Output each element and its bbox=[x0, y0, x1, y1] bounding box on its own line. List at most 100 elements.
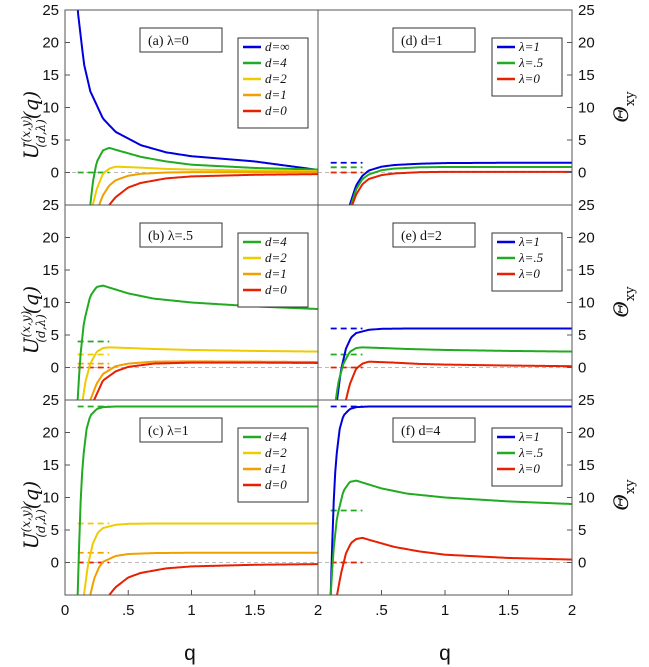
panel-title-text: (d) d=1 bbox=[401, 34, 443, 49]
panel-5: (c) λ=1 d=4d=2d=1d=0 bbox=[64, 399, 319, 596]
legend-label-λ=0: λ=0 bbox=[518, 266, 540, 281]
y-tick-label-right: 10 bbox=[578, 100, 595, 117]
series-line-d=2 bbox=[81, 346, 318, 400]
legend-label-λ=0: λ=0 bbox=[518, 71, 540, 86]
series-line-d=4 bbox=[89, 146, 318, 205]
y-tick-label-right: 5 bbox=[578, 327, 586, 344]
y-axis-label-right-bottom: Θxy bbox=[609, 479, 638, 511]
ylabel-right-sub: xy bbox=[623, 286, 638, 301]
legend-label-d=4: d=4 bbox=[265, 55, 287, 70]
ylabel-sub: (d,λ) bbox=[34, 509, 48, 538]
curves bbox=[76, 405, 318, 595]
y-tick-label-right: 0 bbox=[578, 165, 586, 182]
legend-label-d=0: d=0 bbox=[265, 477, 287, 492]
series-line-d=1 bbox=[89, 551, 318, 595]
series-line-d=0 bbox=[93, 361, 318, 400]
ylabel-sup: (x,y) bbox=[19, 310, 33, 337]
ylabel-arg: (q) bbox=[19, 91, 43, 119]
x-tick-label: 0 bbox=[61, 602, 69, 619]
y-tick-label-left: 20 bbox=[42, 35, 59, 52]
legend-label-λ=.5: λ=.5 bbox=[518, 250, 544, 265]
series-line-λ=.5 bbox=[334, 346, 572, 400]
ylabel-main: U bbox=[19, 531, 43, 549]
panel-title: (f) d=4 bbox=[392, 417, 476, 443]
legend: d=4d=2d=1d=0 bbox=[237, 232, 309, 308]
legend-label-d=0: d=0 bbox=[265, 103, 287, 118]
panel-title-box bbox=[392, 417, 476, 443]
legend: d=4d=2d=1d=0 bbox=[237, 427, 309, 503]
x-tick-label: 1 bbox=[441, 602, 449, 619]
y-tick-label-right: 0 bbox=[578, 555, 586, 572]
y-tick-label-right: 25 bbox=[578, 2, 595, 19]
panel-title-box bbox=[392, 222, 476, 248]
legend-label-d=4: d=4 bbox=[265, 429, 287, 444]
series-line-d=2 bbox=[91, 165, 318, 205]
x-axis-label-right: q bbox=[439, 642, 451, 665]
panel-title-text: (b) λ=.5 bbox=[148, 229, 193, 244]
svg-text:Θxy: Θxy bbox=[609, 286, 638, 318]
panel-title-box bbox=[139, 222, 223, 248]
ylabel-right-main: Θ bbox=[609, 494, 633, 510]
y-tick-label-right: 5 bbox=[578, 132, 586, 149]
legend-label-λ=1: λ=1 bbox=[518, 234, 540, 249]
series-line-λ=0 bbox=[344, 360, 572, 400]
ylabel-right-sub: xy bbox=[623, 91, 638, 106]
y-tick-label-right: 20 bbox=[578, 425, 595, 442]
panels: (a) λ=0 d=∞d=4d=2d=1d=0(d) d=1 λ=1λ=.5λ=0(… bbox=[64, 9, 573, 596]
y-tick-label-right: 15 bbox=[578, 67, 595, 84]
panel-6: (f) d=4 λ=1λ=.5λ=0 bbox=[317, 399, 573, 596]
y-tick-label-left: 0 bbox=[51, 555, 59, 572]
series-line-d=4 bbox=[76, 405, 318, 595]
y-tick-label-left: 10 bbox=[42, 295, 59, 312]
x-tick-label: 1.5 bbox=[498, 602, 519, 619]
y-axis-label-left-middle: U(x,y)(d,λ)(q) bbox=[19, 286, 48, 354]
svg-text:U(x,y)(d,λ)(q): U(x,y)(d,λ)(q) bbox=[19, 91, 48, 159]
panel-title-text: (e) d=2 bbox=[401, 229, 442, 244]
series-line-λ=.5 bbox=[350, 165, 572, 205]
ylabel-arg: (q) bbox=[19, 481, 43, 509]
legend-box bbox=[237, 37, 309, 129]
series-line-λ=1 bbox=[329, 405, 572, 595]
y-tick-label-right: 25 bbox=[578, 197, 595, 214]
panel-title: (d) d=1 bbox=[392, 27, 476, 53]
legend-label-d=0: d=0 bbox=[265, 282, 287, 297]
legend-box bbox=[237, 232, 309, 308]
y-tick-label-left: 10 bbox=[42, 100, 59, 117]
x-tick-label: 1.5 bbox=[244, 602, 265, 619]
legend-label-d=1: d=1 bbox=[265, 266, 287, 281]
panel-title: (c) λ=1 bbox=[139, 417, 223, 443]
y-tick-label-left: 10 bbox=[42, 490, 59, 507]
panel-title-text: (f) d=4 bbox=[401, 424, 440, 439]
legend: d=∞d=4d=2d=1d=0 bbox=[237, 37, 309, 129]
y-tick-label-left: 25 bbox=[42, 197, 59, 214]
curves bbox=[76, 284, 318, 400]
x-tick-label: 2 bbox=[314, 602, 322, 619]
ylabel-arg: (q) bbox=[19, 286, 43, 314]
x-tick-label: .5 bbox=[122, 602, 135, 619]
x-tick-label: 2 bbox=[568, 602, 576, 619]
legend-label-λ=0: λ=0 bbox=[518, 461, 540, 476]
y-tick-label-left: 0 bbox=[51, 165, 59, 182]
panel-title: (a) λ=0 bbox=[139, 27, 223, 53]
legend-label-λ=.5: λ=.5 bbox=[518, 445, 544, 460]
y-tick-label-left: 0 bbox=[51, 360, 59, 377]
y-axis-label-left-top: U(x,y)(d,λ)(q) bbox=[19, 91, 48, 159]
y-tick-label-left: 5 bbox=[51, 522, 59, 539]
y-tick-label-left: 5 bbox=[51, 132, 59, 149]
panel-3: (b) λ=.5 d=4d=2d=1d=0 bbox=[64, 204, 319, 401]
y-tick-label-right: 25 bbox=[578, 392, 595, 409]
series-line-d=1 bbox=[98, 171, 318, 205]
ylabel-right-main: Θ bbox=[609, 106, 633, 122]
legend: λ=1λ=.5λ=0 bbox=[491, 427, 563, 487]
y-tick-label-right: 10 bbox=[578, 295, 595, 312]
series-line-λ=.5 bbox=[329, 479, 572, 595]
x-tick-label: .5 bbox=[375, 602, 388, 619]
y-tick-label-right: 15 bbox=[578, 457, 595, 474]
y-tick-label-left: 15 bbox=[42, 67, 59, 84]
legend: λ=1λ=.5λ=0 bbox=[491, 37, 563, 97]
y-tick-label-left: 15 bbox=[42, 457, 59, 474]
curves bbox=[76, 10, 318, 205]
panel-title-box bbox=[139, 417, 223, 443]
y-tick-label-left: 15 bbox=[42, 262, 59, 279]
legend-label-λ=1: λ=1 bbox=[518, 429, 540, 444]
